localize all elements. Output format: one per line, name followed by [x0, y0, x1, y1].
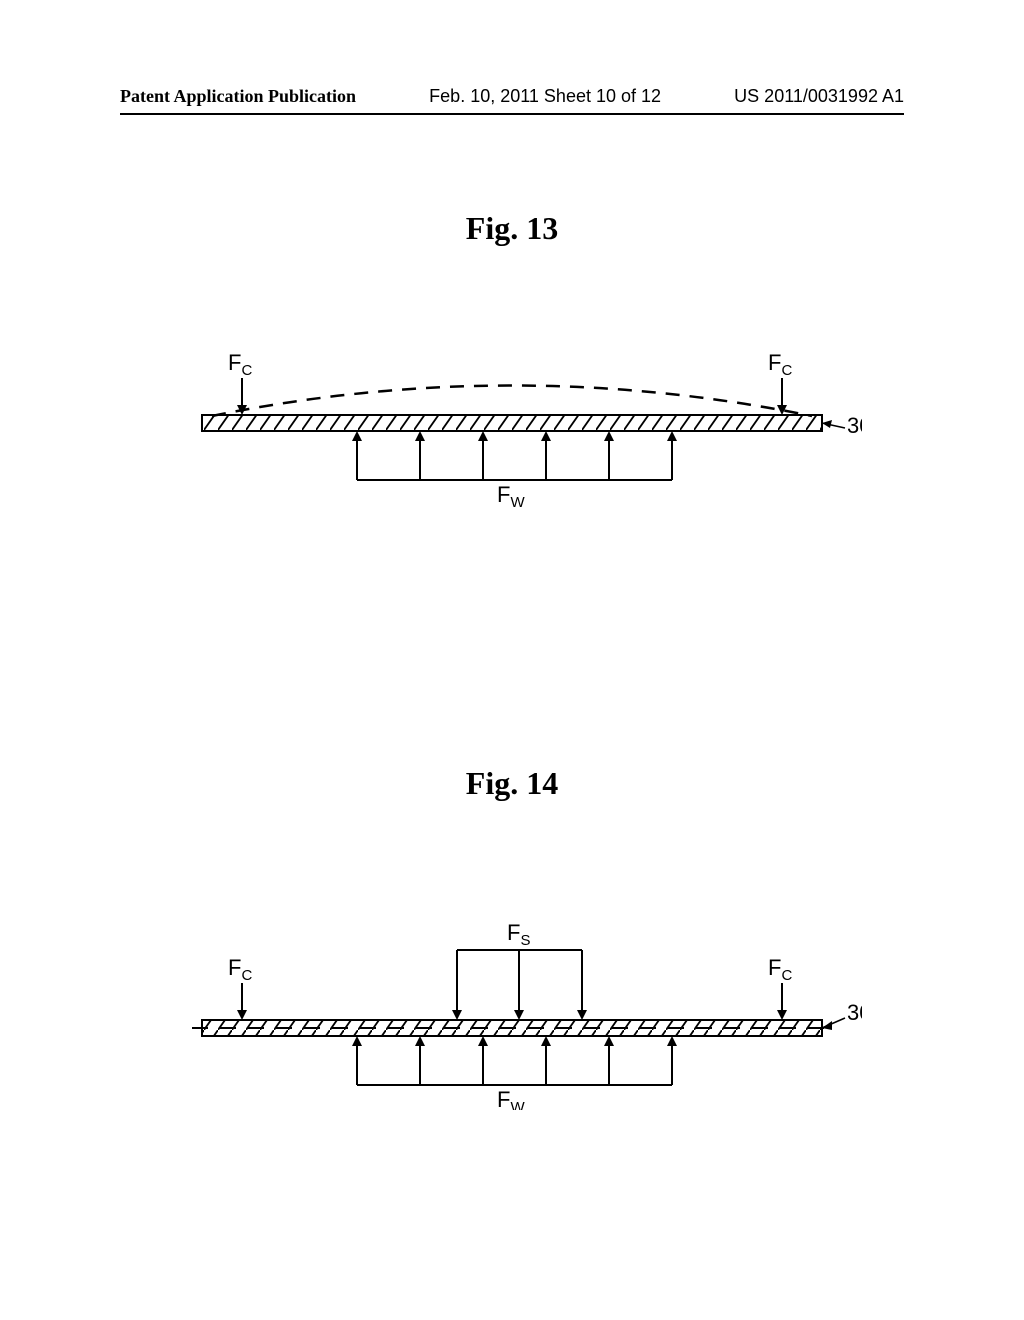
header-row: Patent Application Publication Feb. 10, …	[120, 86, 904, 107]
fig13-svg: FC FC 300 FW	[162, 330, 862, 510]
fw-label-13: FW	[497, 482, 525, 510]
fc-left-label: FC	[228, 350, 252, 379]
header-left: Patent Application Publication	[120, 86, 356, 107]
figure-13-title: Fig. 13	[0, 210, 1024, 247]
fs-arrows-14	[452, 950, 587, 1020]
fw-arrows-14	[352, 1036, 677, 1085]
fc-right-label: FC	[768, 350, 792, 379]
header-right: US 2011/0031992 A1	[734, 86, 904, 107]
page-header: Patent Application Publication Feb. 10, …	[0, 86, 1024, 115]
beam-13	[202, 415, 822, 431]
fs-label-14: FS	[507, 920, 530, 949]
fc-left-label-14: FC	[228, 955, 252, 984]
header-divider	[120, 113, 904, 115]
fw-arrows-13	[352, 431, 677, 480]
fc-right-label-14: FC	[768, 955, 792, 984]
figure-13-diagram: FC FC 300 FW	[162, 330, 862, 510]
fw-label-14: FW	[497, 1087, 525, 1110]
dashed-curve	[212, 386, 812, 417]
fig14-svg: FC FC FS 300	[162, 890, 862, 1110]
fc-left-arrowhead-14	[237, 1010, 247, 1020]
figure-14-diagram: FC FC FS 300	[162, 890, 862, 1110]
fc-right-arrowhead-14	[777, 1010, 787, 1020]
header-center: Feb. 10, 2011 Sheet 10 of 12	[429, 86, 661, 107]
ref-300-14: 300	[847, 1000, 862, 1025]
figure-14-title: Fig. 14	[0, 765, 1024, 802]
ref-300-13: 300	[847, 413, 862, 438]
